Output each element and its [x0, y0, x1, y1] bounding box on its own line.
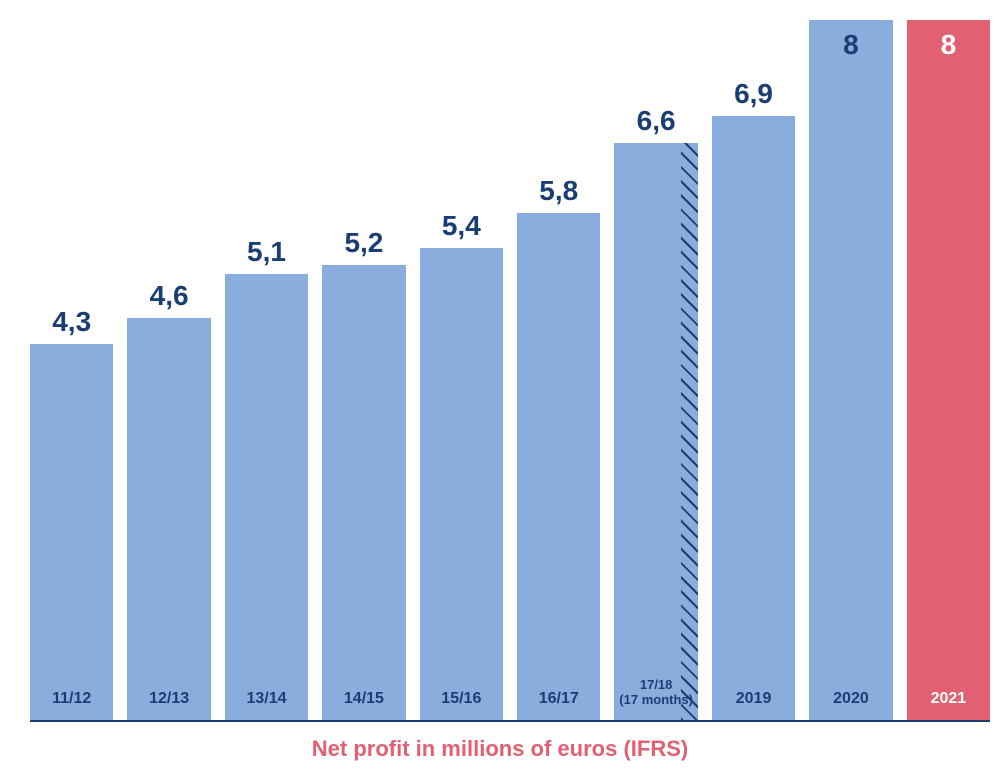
bar-value-label: 4,3: [30, 307, 113, 338]
bar-value-label: 5,4: [420, 211, 503, 242]
bar: 2021: [907, 20, 990, 720]
bar-x-label: 16/17: [517, 690, 600, 708]
bar-x-label: 13/14: [225, 690, 308, 708]
bar-value-label: 4,6: [127, 281, 210, 312]
bar-value-label: 5,2: [322, 228, 405, 259]
bar-slot: 6,6 17/18 (17 months): [614, 106, 697, 720]
bar-slot: 5,1 13/14: [225, 237, 308, 720]
bar-slot: 4,6 12/13: [127, 281, 210, 720]
bar-value-label: 6,9: [712, 79, 795, 110]
bar: 14/15: [322, 265, 405, 720]
x-axis-baseline: [30, 720, 990, 722]
bar-value-label: 5,8: [517, 176, 600, 207]
bar: 13/14: [225, 274, 308, 720]
bar-x-label: 15/16: [420, 690, 503, 708]
net-profit-bar-chart: 4,3 11/12 4,6 12/13 5,1 13/14 5,2 14/15 5,4 15/16…: [0, 0, 1000, 774]
bar: 15/16: [420, 248, 503, 721]
bar-slot: 5,8 16/17: [517, 176, 600, 720]
bar: 17/18 (17 months): [614, 143, 697, 721]
bar-x-label: 2019: [712, 690, 795, 708]
bar-slot: 2020 8: [809, 20, 892, 720]
bar-slot: 4,3 11/12: [30, 307, 113, 720]
bar-x-label: 14/15: [322, 690, 405, 708]
bar-x-label: 11/12: [30, 690, 113, 708]
bar-x-label: 12/13: [127, 690, 210, 708]
bar-x-label: 2021: [907, 690, 990, 708]
bar-x-label: 17/18 (17 months): [614, 678, 697, 708]
bar-slot: 5,2 14/15: [322, 228, 405, 720]
bar: 11/12: [30, 344, 113, 720]
bar-value-label: 8: [907, 30, 990, 61]
bar-value-label: 8: [809, 30, 892, 61]
bar: 16/17: [517, 213, 600, 721]
bar: 2020: [809, 20, 892, 720]
bar-value-label: 5,1: [225, 237, 308, 268]
bar-slot: 5,4 15/16: [420, 211, 503, 720]
bar-x-label: 2020: [809, 690, 892, 708]
chart-caption: Net profit in millions of euros (IFRS): [0, 736, 1000, 762]
bar: 2019: [712, 116, 795, 720]
bar-value-label: 6,6: [614, 106, 697, 137]
bar-slot: 6,9 2019: [712, 79, 795, 720]
plot-area: 4,3 11/12 4,6 12/13 5,1 13/14 5,2 14/15 5,4 15/16…: [30, 20, 990, 720]
bar-slot: 2021 8: [907, 20, 990, 720]
bar: 12/13: [127, 318, 210, 721]
bar-hatch-overlay: [681, 143, 698, 721]
